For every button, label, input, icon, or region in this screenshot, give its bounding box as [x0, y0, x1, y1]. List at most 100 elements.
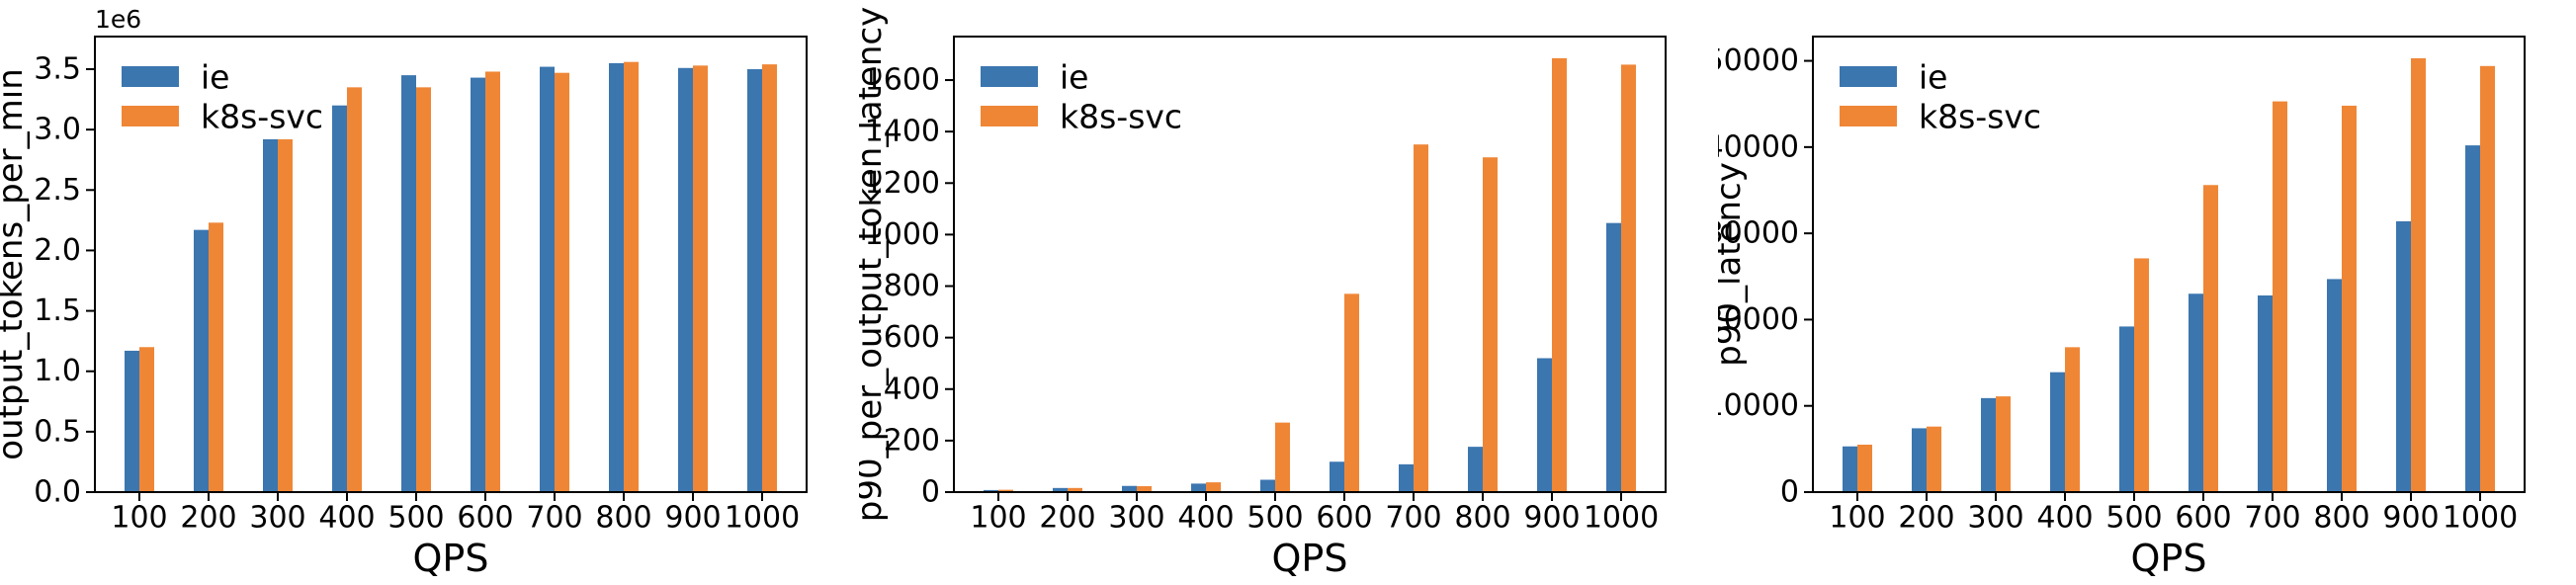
bar-k8s-svc-qps-300 — [278, 138, 293, 492]
y-axis-tick-label: 40000 — [1718, 129, 1799, 164]
x-axis-tick-label: 500 — [1246, 501, 1303, 536]
bar-k8s-svc-qps-100 — [139, 347, 154, 492]
bar-ie-qps-700 — [2258, 294, 2273, 492]
x-axis-label: QPS — [413, 537, 489, 580]
x-axis-tick-label: 600 — [457, 501, 513, 536]
bar-ie-qps-1000 — [1606, 222, 1621, 492]
y-axis-label: p90_latency — [1718, 162, 1749, 367]
bar-k8s-svc-qps-200 — [1068, 487, 1082, 492]
bar-k8s-svc-qps-700 — [2273, 101, 2287, 493]
x-axis-tick-label: 300 — [1108, 501, 1164, 536]
bar-ie-qps-500 — [1260, 479, 1275, 492]
y-axis-tick-label: 0.0 — [34, 475, 81, 510]
y-axis-tick-label: 600 — [884, 320, 940, 355]
x-axis-tick-label: 1000 — [725, 501, 800, 536]
legend-label-ie: ie — [201, 58, 229, 97]
chart-p90-per-output-token-latency: 0 200 400 600 800 1000 1200 1400 1600 100 200 300 40… — [859, 0, 1718, 585]
bar-k8s-svc-qps-1000 — [1621, 64, 1636, 493]
y-axis-tick-label: 800 — [884, 269, 940, 303]
bar-k8s-svc-qps-800 — [2342, 105, 2357, 492]
x-axis-tick-label: 600 — [2175, 501, 2231, 536]
bar-k8s-svc-qps-300 — [1996, 396, 2011, 492]
y-axis-tick-label: 50000 — [1718, 43, 1799, 78]
bar-ie-qps-300 — [1122, 485, 1137, 492]
bar-k8s-svc-qps-100 — [1857, 444, 1872, 492]
plot-border — [1812, 36, 2526, 493]
y-axis-tick-label: 1400 — [865, 115, 940, 149]
y-axis-tick-label: 3.5 — [34, 52, 81, 87]
legend-swatch-ie — [981, 66, 1038, 87]
bar-k8s-svc-qps-900 — [2411, 57, 2426, 492]
x-axis-tick-label: 400 — [2036, 501, 2093, 536]
y-axis-tick-label: 1.5 — [34, 293, 81, 328]
bar-k8s-svc-qps-200 — [1927, 426, 1941, 492]
y-axis-tick-label: 1.0 — [34, 354, 81, 388]
y-axis-tick-label: 30000 — [1718, 216, 1799, 251]
bar-k8s-svc-qps-600 — [1344, 293, 1359, 492]
chart-output-tokens-per-min: 0.0 0.5 1.0 1.5 2.0 2.5 3.0 3.5 100 200 300 400 500 6… — [0, 0, 859, 585]
bar-k8s-svc-qps-200 — [209, 222, 223, 493]
y-axis-tick-label: 1200 — [865, 166, 940, 201]
x-axis-tick-label: 800 — [2313, 501, 2369, 536]
bar-k8s-svc-qps-100 — [998, 489, 1013, 492]
bar-ie-qps-900 — [678, 67, 693, 493]
x-axis-tick-label: 100 — [111, 501, 167, 536]
x-axis-tick-label: 900 — [2382, 501, 2439, 536]
legend-swatch-k8s-svc — [122, 106, 179, 126]
bar-k8s-svc-qps-1000 — [2480, 65, 2495, 492]
bar-k8s-svc-qps-500 — [2134, 258, 2149, 492]
y-axis-tick-label: 0 — [1780, 475, 1799, 510]
bar-k8s-svc-qps-400 — [347, 87, 362, 492]
bar-k8s-svc-qps-400 — [2065, 347, 2080, 492]
y-axis-tick-label: 0 — [921, 475, 940, 510]
bar-ie-qps-500 — [401, 75, 416, 492]
bar-ie-qps-200 — [1053, 487, 1068, 492]
bar-k8s-svc-qps-700 — [555, 72, 569, 492]
bar-ie-qps-1000 — [2465, 145, 2480, 492]
x-axis-tick-label: 400 — [1177, 501, 1234, 536]
bar-k8s-svc-qps-700 — [1414, 144, 1428, 492]
bar-ie-qps-900 — [2396, 220, 2411, 493]
bar-ie-qps-700 — [1399, 463, 1414, 492]
plot-border — [953, 36, 1667, 493]
bar-k8s-svc-qps-400 — [1206, 482, 1221, 492]
x-axis-tick-label: 900 — [664, 501, 721, 536]
bar-ie-qps-300 — [1981, 397, 1996, 492]
x-axis-tick-label: 700 — [526, 501, 582, 536]
x-axis-tick-label: 800 — [1454, 501, 1510, 536]
y-axis-tick-label: 3.0 — [34, 113, 81, 147]
x-axis-tick-label: 900 — [1523, 501, 1580, 536]
legend-label-k8s-svc: k8s-svc — [201, 98, 323, 136]
bar-k8s-svc-qps-900 — [693, 65, 708, 493]
legend-swatch-k8s-svc — [981, 106, 1038, 126]
bar-k8s-svc-qps-300 — [1137, 486, 1152, 492]
y-axis-tick-label: 200 — [884, 423, 940, 458]
bar-ie-qps-400 — [1191, 483, 1206, 492]
x-axis-tick-label: 1000 — [2443, 501, 2518, 536]
x-axis-tick-label: 200 — [1039, 501, 1095, 536]
x-axis-tick-label: 100 — [1829, 501, 1885, 536]
plot-border — [94, 36, 808, 493]
bar-ie-qps-800 — [609, 62, 624, 492]
y-axis-label: output_tokens_per_min — [0, 68, 31, 460]
x-axis-tick-label: 1000 — [1584, 501, 1659, 536]
y-axis-tick-label: 1000 — [865, 217, 940, 252]
x-axis-tick-label: 500 — [2105, 501, 2162, 536]
x-axis-label: QPS — [2131, 537, 2207, 580]
bar-k8s-svc-qps-600 — [2203, 185, 2218, 493]
bar-k8s-svc-qps-800 — [1483, 157, 1498, 493]
legend-swatch-k8s-svc — [1840, 106, 1897, 126]
bar-ie-qps-900 — [1537, 358, 1552, 492]
x-axis-tick-label: 700 — [2244, 501, 2300, 536]
y-axis-tick-label: 2.0 — [34, 233, 81, 268]
x-axis-tick-label: 400 — [318, 501, 375, 536]
axis-offset-text: 1e6 — [95, 5, 141, 34]
bar-k8s-svc-qps-500 — [416, 87, 431, 492]
y-axis-tick-label: 10000 — [1718, 388, 1799, 423]
legend-label-ie: ie — [1919, 58, 1947, 97]
bar-ie-qps-800 — [1468, 447, 1483, 492]
legend-swatch-ie — [122, 66, 179, 87]
legend-label-k8s-svc: k8s-svc — [1060, 98, 1182, 136]
bar-ie-qps-100 — [1843, 446, 1857, 492]
